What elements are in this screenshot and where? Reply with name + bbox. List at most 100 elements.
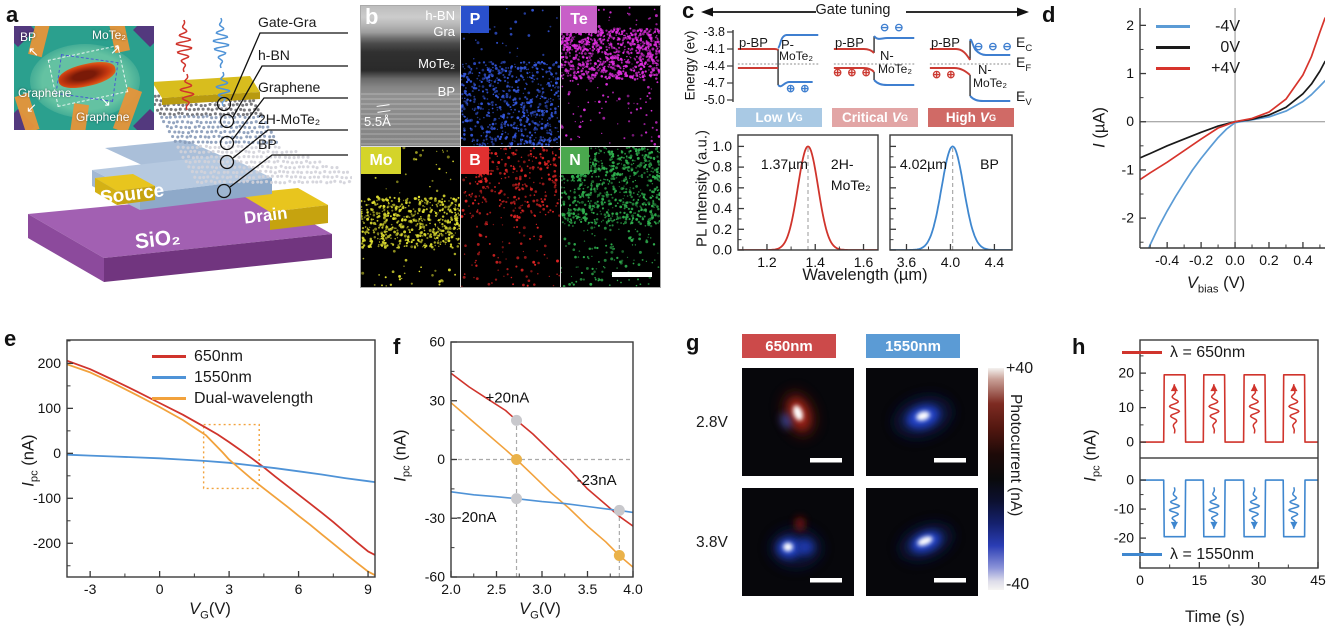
band-diagram-critical-vg: p-BP N- MoTe₂ ⊖ ⊖ ⊕ ⊕ ⊕ [832, 22, 918, 108]
legend-item: -4V [1156, 16, 1240, 37]
eds-map-P: P [461, 6, 560, 146]
photocurrent-map-3v8-650 [742, 488, 854, 596]
legend-item: λ = 1550nm [1122, 544, 1254, 565]
svg-text:-0.4: -0.4 [1155, 252, 1179, 268]
svg-text:100: 100 [38, 400, 62, 416]
layer-label-bp: BP [258, 136, 277, 152]
element-badge-P: P [461, 6, 489, 33]
svg-text:0: 0 [156, 581, 164, 597]
svg-text:-200: -200 [33, 535, 61, 551]
svg-text:-30: -30 [425, 510, 445, 526]
legend-swatch [1156, 25, 1190, 28]
gate-tuning-arrows [701, 7, 1029, 17]
eds-speckle-B [461, 147, 560, 287]
photocurrent-zoom-chart: 2.0 2.5 3.0 3.5 4.0 60 30 0 -30 -60 +20nA -23nA -20n… [425, 334, 643, 598]
panel-b: b h-BN Gra MoTe₂ BP 5.5Å P Te Mo [360, 5, 661, 288]
svg-text:3: 3 [225, 581, 233, 597]
legend-item: +4V [1156, 58, 1240, 79]
inset-mote2-label: MoTe₂ [92, 28, 127, 42]
eds-map-Mo: Mo [361, 147, 460, 287]
svg-text:0.6: 0.6 [713, 179, 733, 195]
element-badge-B: B [461, 147, 489, 174]
arrow-icon: ↘ [100, 94, 111, 109]
legend-swatch [1156, 46, 1190, 49]
panel-e-label: e [4, 326, 17, 351]
panel-e: e -3 0 3 6 9 200 100 0 -100 -200 650nm 1550nm Dua… [0, 322, 382, 627]
source-pad-side [95, 178, 117, 205]
panel-b-label: b [365, 6, 379, 29]
svg-text:2: 2 [1126, 17, 1134, 33]
colorbar-title: Photocurrent (nA) [1007, 394, 1024, 517]
inset-graphene-left-label: Graphene [18, 86, 72, 100]
layer-label-mote2: 2H-MoTe₂ [258, 111, 321, 127]
svg-text:0: 0 [437, 451, 445, 467]
svg-text:0.2: 0.2 [713, 221, 733, 237]
svg-text:-5.0: -5.0 [703, 93, 725, 107]
low-vg-badge: Low V G [736, 108, 822, 127]
svg-text:1: 1 [1126, 65, 1134, 81]
svg-text:9: 9 [364, 581, 372, 597]
gate-electrode-top [152, 76, 260, 98]
scale-bar [612, 272, 652, 277]
legend-swatch [1122, 351, 1162, 354]
svg-text:4.02µm: 4.02µm [900, 156, 947, 172]
row-label-3v8: 3.8V [696, 534, 728, 551]
svg-text:45: 45 [1310, 572, 1326, 588]
mote2-band-label-2: MoTe₂ [779, 49, 814, 63]
band-diagram-high-vg: p-BP N- MoTe₂ ⊖ ⊖ ⊖ ⊕ ⊕ [928, 22, 1014, 108]
electron-charges-icon: ⊖ ⊖ [880, 22, 905, 34]
legend-item: λ = 650nm [1122, 342, 1245, 363]
source-pad-front [117, 186, 155, 205]
svg-text:20: 20 [1118, 365, 1134, 381]
svg-text:3.0: 3.0 [532, 581, 552, 597]
tem-hbn-label: h-BN [425, 8, 455, 23]
svg-text:60: 60 [429, 334, 445, 350]
svg-text:0: 0 [1126, 434, 1134, 450]
band-diagram-low-vg: p-BP P- MoTe₂ ⊕ ⊕ [736, 22, 822, 108]
colorbar-min-label: -40 [1006, 576, 1030, 593]
svg-text:-1: -1 [1122, 161, 1135, 177]
legend-swatch [1156, 67, 1190, 70]
svg-text:1.6: 1.6 [854, 254, 874, 270]
panel-f-label: f [393, 334, 401, 359]
tem-gra-label: Gra [433, 24, 455, 39]
laser-pulse-icons [175, 17, 231, 111]
vdw-stack-lattice [148, 93, 352, 185]
h-x-axis-label: Time (s) [1185, 608, 1245, 626]
pl-spectrum-bp: 3.6 4.0 4.4 4.02µm BP [889, 134, 1013, 270]
sio2-side [28, 214, 104, 282]
legend-item: 1550nm [152, 367, 313, 388]
bp-band-label: p-BP [931, 35, 960, 50]
photocurrent-vs-gate-chart: -3 0 3 6 9 200 100 0 -100 -200 [33, 339, 376, 597]
tem-scale-label: 5.5Å [364, 114, 391, 129]
panel-f: f 2.0 2.5 3.0 3.5 4.0 60 30 0 -30 -60 +20nA -23nA -2… [385, 322, 685, 627]
h-legend-1550: λ = 1550nm [1122, 544, 1254, 565]
svg-text:3.6: 3.6 [897, 254, 917, 270]
wavelength-header-650: 650nm [742, 334, 836, 358]
svg-text:2.5: 2.5 [487, 581, 507, 597]
svg-text:BP: BP [980, 156, 999, 172]
c-energy-axis-label: Energy (ev) [682, 30, 698, 101]
f-x-axis-label: VG(V) [519, 600, 561, 622]
svg-text:4.4: 4.4 [985, 254, 1005, 270]
element-badge-Te: Te [561, 6, 597, 33]
photocurrent-map-2v8-650 [742, 368, 854, 476]
legend-swatch [152, 376, 186, 379]
tem-image: b h-BN Gra MoTe₂ BP 5.5Å [361, 6, 460, 146]
bp-band-label: p-BP [835, 35, 864, 50]
optical-micrograph-inset: BP ↖ MoTe₂ ↗ Graphene ↙ Graphene ↘ [14, 26, 154, 130]
svg-text:-60: -60 [425, 569, 445, 585]
ec-label: EC [1016, 34, 1033, 54]
svg-text:-2: -2 [1122, 210, 1135, 226]
svg-text:-20: -20 [1114, 530, 1134, 546]
svg-text:4.0: 4.0 [623, 581, 643, 597]
svg-text:0: 0 [1126, 472, 1134, 488]
tem-mote2-label: MoTe₂ [418, 56, 455, 71]
mote2-band-label-2: MoTe₂ [878, 62, 913, 76]
svg-text:-4.1: -4.1 [703, 42, 725, 56]
svg-text:-0.2: -0.2 [1189, 252, 1213, 268]
electron-charges-icon: ⊖ ⊖ ⊖ [974, 41, 1013, 53]
eds-map-B: B [461, 147, 560, 287]
hole-charges-icon: ⊕ ⊕ [932, 69, 957, 81]
